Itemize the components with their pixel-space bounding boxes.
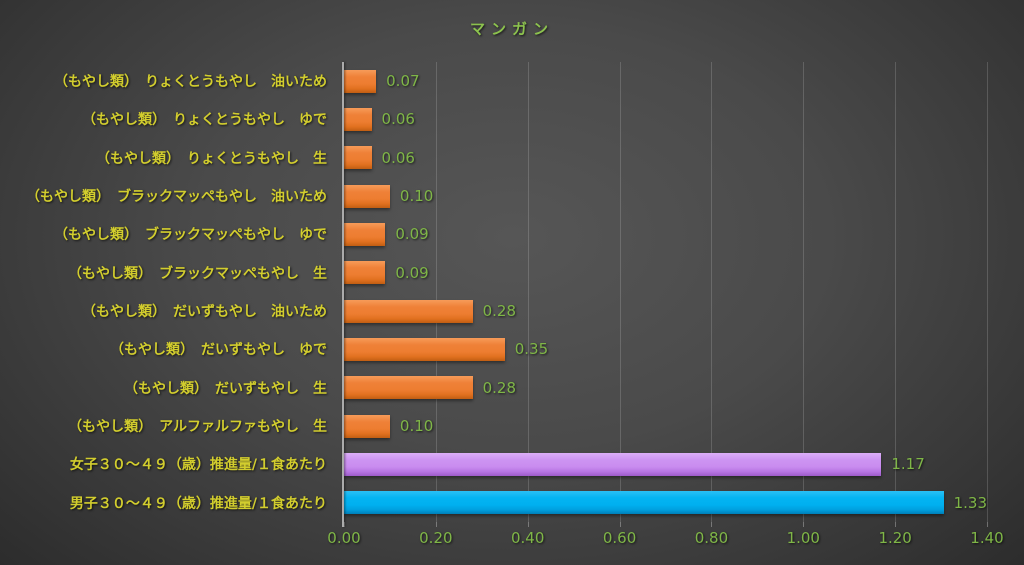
category-label: （もやし類） ブラックマッペもやし ゆで — [54, 227, 327, 244]
bar-row: 0.09 — [344, 254, 987, 292]
value-axis-tick-label: 0.60 — [602, 529, 637, 547]
gridline — [711, 62, 713, 522]
value-axis-tick-label: 1.00 — [786, 529, 820, 547]
category-label: （もやし類） ブラックマッペもやし 油いため — [26, 189, 327, 206]
data-label: 1.17 — [891, 455, 925, 474]
category-label: （もやし類） ブラックマッペもやし 生 — [68, 265, 327, 282]
value-axis-tick-label: 1.20 — [878, 529, 912, 547]
data-bar[interactable] — [344, 69, 377, 93]
bar-row: 0.07 — [344, 62, 987, 100]
bar-row: 0.06 — [344, 100, 987, 138]
tick-mark — [619, 522, 621, 527]
category-label: （もやし類） だいずもやし 油いため — [82, 304, 327, 321]
bar-rows: 0.07 0.06 0.06 0.10 0.09 0.09 0.28 0.35 0.28 0.10… — [344, 62, 987, 522]
data-bar[interactable] — [344, 414, 390, 438]
category-axis-labels: （もやし類） りょくとうもやし 油いため （もやし類） りょくとうもやし ゆで （も… — [0, 62, 336, 522]
gridline — [987, 62, 988, 522]
value-axis-tick-label: 0.20 — [419, 529, 453, 547]
category-label: 男子３０～４９（歳）推進量/１食あたり — [69, 495, 327, 512]
tick-mark — [527, 522, 529, 527]
value-axis-tick-label: 1.40 — [970, 529, 1004, 547]
gridline — [619, 62, 621, 522]
gridline-layer — [344, 62, 988, 527]
tick-mark — [803, 522, 805, 527]
data-label: 0.35 — [514, 340, 549, 359]
tick-mark — [344, 522, 345, 527]
data-label: 0.28 — [482, 378, 516, 397]
chart-title: マンガン — [469, 20, 554, 38]
gridline — [895, 62, 897, 522]
gridline — [527, 62, 529, 522]
category-label: （もやし類） りょくとうもやし ゆで — [82, 112, 327, 129]
data-bar[interactable] — [344, 452, 882, 476]
category-label: （もやし類） アルファルファもやし 生 — [68, 419, 327, 436]
data-label: 0.09 — [395, 263, 429, 282]
data-label: 0.28 — [482, 302, 516, 321]
data-label: 1.33 — [953, 493, 987, 512]
data-label: 0.10 — [399, 417, 434, 436]
data-label: 0.07 — [386, 72, 420, 91]
data-bar[interactable] — [344, 491, 944, 515]
data-label: 0.09 — [395, 225, 429, 244]
value-axis-tick-label: 0.40 — [511, 529, 545, 547]
category-label: 女子３０～４９（歳）推進量/１食あたり — [69, 457, 327, 474]
bar-row: 1.17 — [344, 445, 987, 483]
bar-row: 0.06 — [344, 139, 987, 177]
data-bar[interactable] — [344, 222, 386, 246]
data-bar[interactable] — [344, 376, 473, 400]
category-label: （もやし類） だいずもやし ゆで — [110, 342, 327, 359]
category-axis-line — [342, 62, 344, 527]
value-axis-tick-label: 0.80 — [694, 529, 729, 547]
data-label: 0.06 — [381, 148, 415, 167]
category-label: （もやし類） りょくとうもやし 生 — [96, 150, 327, 167]
tick-mark — [435, 522, 437, 527]
data-bar[interactable] — [344, 184, 390, 208]
value-axis-tick-label: 0.00 — [327, 529, 361, 547]
tick-mark — [895, 522, 897, 527]
bar-row: 0.10 — [344, 177, 987, 215]
data-bar[interactable] — [344, 299, 473, 323]
bar-row: 0.35 — [344, 330, 987, 368]
category-label: （もやし類） りょくとうもやし 油いため — [54, 74, 327, 91]
bar-row: 0.28 — [344, 369, 987, 407]
data-label: 0.10 — [399, 187, 434, 206]
data-bar[interactable] — [344, 146, 372, 170]
plot-area: 0.07 0.06 0.06 0.10 0.09 0.09 0.28 0.35 0.28 0.10… — [342, 62, 988, 527]
tick-mark — [987, 522, 988, 527]
bar-row: 0.10 — [344, 407, 987, 445]
bar-row: 1.33 — [344, 484, 987, 522]
gridline — [435, 62, 437, 522]
gridline — [803, 62, 805, 522]
tick-mark — [711, 522, 713, 527]
data-bar[interactable] — [344, 261, 386, 285]
data-bar[interactable] — [344, 337, 505, 361]
data-bar[interactable] — [344, 107, 372, 131]
bar-row: 0.09 — [344, 215, 987, 253]
value-axis-labels: 0.00 0.20 0.40 0.60 0.80 1.00 1.20 1.40 — [327, 529, 1003, 551]
category-label: （もやし類） だいずもやし 生 — [124, 380, 327, 397]
bar-row: 0.28 — [344, 292, 987, 330]
data-label: 0.06 — [381, 110, 415, 129]
